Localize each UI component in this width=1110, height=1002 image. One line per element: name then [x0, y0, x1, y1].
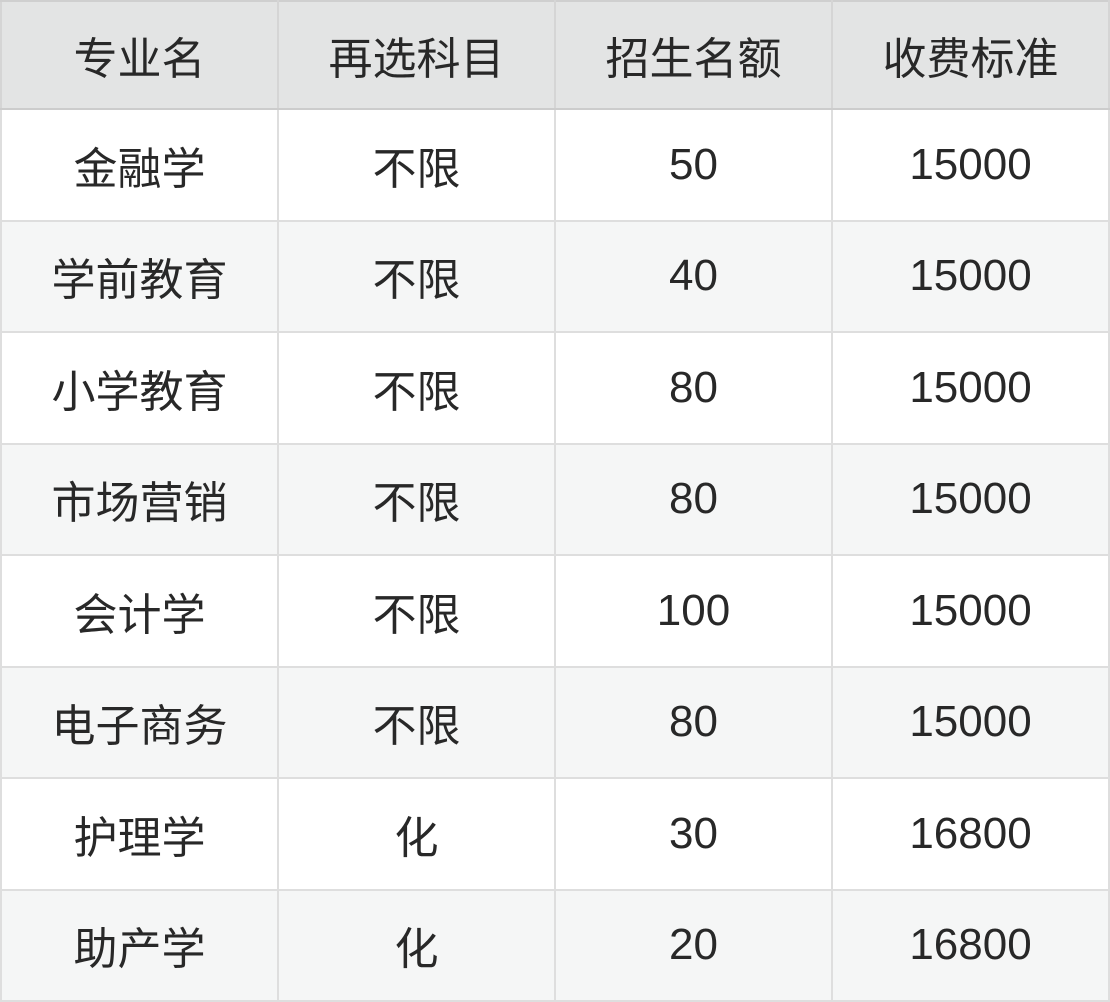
- column-header-fee-standard: 收费标准: [831, 0, 1110, 110]
- cell-major: 会计学: [0, 554, 279, 668]
- cell-enrollment-quota: 30: [554, 777, 833, 891]
- table-row: 护理学 化 30 16800: [0, 777, 1110, 891]
- table-row: 学前教育 不限 40 15000: [0, 219, 1110, 333]
- column-header-major: 专业名: [0, 0, 279, 110]
- header-row: 专业名 再选科目 招生名额 收费标准: [0, 0, 1110, 110]
- cell-fee-standard: 15000: [831, 331, 1110, 445]
- cell-fee-standard: 15000: [831, 554, 1110, 668]
- table-row: 电子商务 不限 80 15000: [0, 665, 1110, 779]
- cell-major: 市场营销: [0, 442, 279, 556]
- table-row: 会计学 不限 100 15000: [0, 554, 1110, 668]
- cell-major: 金融学: [0, 108, 279, 222]
- cell-reselect-subject: 不限: [277, 331, 556, 445]
- cell-major: 助产学: [0, 888, 279, 1002]
- cell-enrollment-quota: 80: [554, 442, 833, 556]
- cell-major: 护理学: [0, 777, 279, 891]
- table-row: 助产学 化 20 16800: [0, 888, 1110, 1002]
- cell-reselect-subject: 不限: [277, 554, 556, 668]
- column-header-reselect-subject: 再选科目: [277, 0, 556, 110]
- cell-enrollment-quota: 80: [554, 331, 833, 445]
- table-row: 小学教育 不限 80 15000: [0, 331, 1110, 445]
- cell-enrollment-quota: 100: [554, 554, 833, 668]
- cell-enrollment-quota: 20: [554, 888, 833, 1002]
- cell-reselect-subject: 不限: [277, 442, 556, 556]
- cell-reselect-subject: 不限: [277, 108, 556, 222]
- cell-fee-standard: 15000: [831, 665, 1110, 779]
- table-header: 专业名 再选科目 招生名额 收费标准: [0, 0, 1110, 110]
- cell-fee-standard: 15000: [831, 219, 1110, 333]
- cell-reselect-subject: 化: [277, 888, 556, 1002]
- column-header-enrollment-quota: 招生名额: [554, 0, 833, 110]
- cell-enrollment-quota: 80: [554, 665, 833, 779]
- table-row: 市场营销 不限 80 15000: [0, 442, 1110, 556]
- cell-fee-standard: 16800: [831, 777, 1110, 891]
- cell-fee-standard: 16800: [831, 888, 1110, 1002]
- cell-enrollment-quota: 40: [554, 219, 833, 333]
- cell-reselect-subject: 不限: [277, 219, 556, 333]
- cell-major: 学前教育: [0, 219, 279, 333]
- cell-major: 小学教育: [0, 331, 279, 445]
- cell-reselect-subject: 化: [277, 777, 556, 891]
- cell-fee-standard: 15000: [831, 442, 1110, 556]
- table-row: 金融学 不限 50 15000: [0, 108, 1110, 222]
- table-body: 金融学 不限 50 15000 学前教育 不限 40 15000 小学教育 不限…: [0, 108, 1110, 1002]
- cell-fee-standard: 15000: [831, 108, 1110, 222]
- cell-reselect-subject: 不限: [277, 665, 556, 779]
- cell-major: 电子商务: [0, 665, 279, 779]
- cell-enrollment-quota: 50: [554, 108, 833, 222]
